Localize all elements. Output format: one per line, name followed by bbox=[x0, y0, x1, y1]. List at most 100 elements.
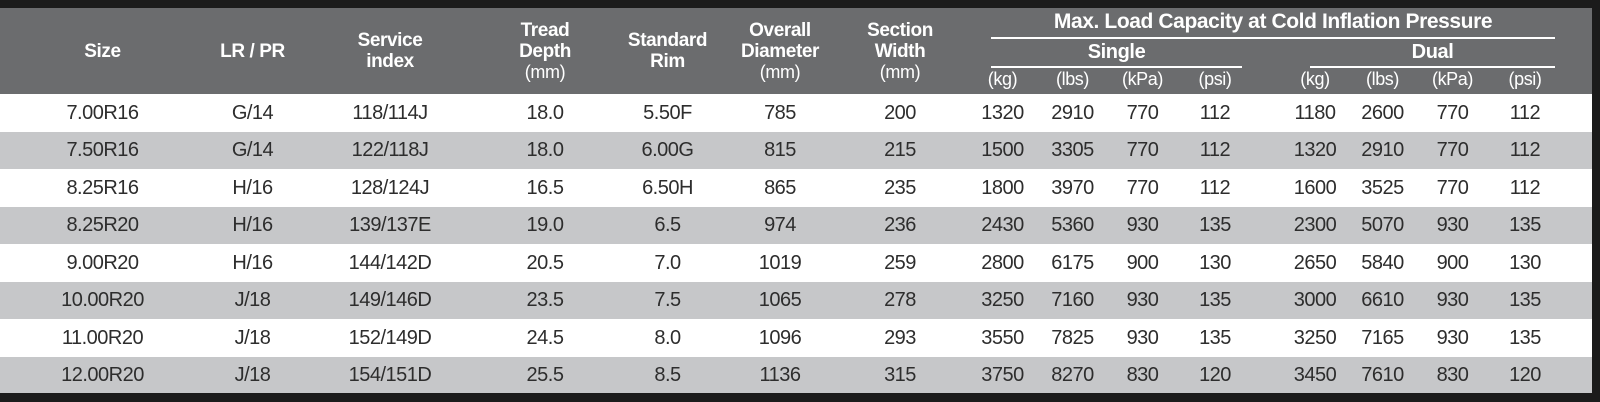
cell: 3305 bbox=[1051, 139, 1094, 162]
header-row-units: (kg) (lbs) (kPa) (psi) (kg) (lbs) (kPa) … bbox=[0, 68, 1600, 94]
cell: 7.50R16 bbox=[66, 139, 139, 162]
cell: 930 bbox=[1126, 214, 1159, 237]
cell: H/16 bbox=[232, 214, 273, 237]
header-line: LR / PR bbox=[220, 40, 285, 62]
cell: 130 bbox=[1199, 251, 1231, 274]
cell: 11.00R20 bbox=[61, 326, 144, 349]
col-header-service-index: Service index bbox=[300, 8, 480, 94]
cell: 770 bbox=[1126, 139, 1159, 162]
cell: 293 bbox=[884, 326, 916, 349]
cell: 785 bbox=[764, 101, 796, 124]
table-row: 7.00R16 G/14 118/114J 18.0 5.50F 785 200 1320 29… bbox=[0, 94, 1600, 132]
cell: 770 bbox=[1436, 139, 1469, 162]
cell: 1136 bbox=[759, 364, 801, 387]
table-row: 8.25R16 H/16 128/124J 16.5 6.50H 865 235 1800 39… bbox=[0, 169, 1600, 207]
col-header-overall-diameter: Overall Diameter (mm) bbox=[725, 8, 835, 94]
cell: 128/124J bbox=[350, 176, 430, 199]
cell: 930 bbox=[1126, 289, 1159, 312]
cell: 6610 bbox=[1361, 289, 1404, 312]
table-row: 9.00R20 H/16 144/142D 20.5 7.0 1019 259 2800 617… bbox=[0, 244, 1600, 282]
cell: 18.0 bbox=[526, 101, 564, 124]
cell: 770 bbox=[1126, 176, 1159, 199]
cell: 152/149D bbox=[348, 326, 432, 349]
cell: 7.00R16 bbox=[66, 101, 139, 124]
cell: 112 bbox=[1509, 101, 1541, 124]
cell: 122/118J bbox=[351, 139, 429, 162]
header-line: Section bbox=[867, 19, 933, 41]
cell: 12.00R20 bbox=[61, 364, 144, 387]
table-row: 7.50R16 G/14 122/118J 18.0 6.00G 815 215 1500 33… bbox=[0, 131, 1600, 170]
header-line: Diameter bbox=[740, 41, 820, 63]
cell: 20.5 bbox=[526, 251, 564, 274]
cell: 770 bbox=[1436, 176, 1469, 199]
cell: 135 bbox=[1509, 214, 1541, 237]
cell: H/16 bbox=[232, 176, 273, 199]
header-row-groups: Size LR / PR Service index Tread Depth (… bbox=[0, 8, 1600, 82]
spacer-cell bbox=[1250, 169, 1280, 207]
cell: 1065 bbox=[758, 289, 802, 312]
cell: G/14 bbox=[231, 139, 274, 162]
cell: 24.5 bbox=[526, 326, 564, 349]
cell: 1320 bbox=[981, 101, 1024, 124]
cell: 120 bbox=[1199, 364, 1231, 387]
header-line: Standard bbox=[627, 29, 708, 51]
table-row: 8.25R20 H/16 139/137E 19.0 6.5 974 236 2430 5360… bbox=[0, 206, 1600, 245]
cell: 770 bbox=[1126, 101, 1159, 124]
cell: 112 bbox=[1509, 176, 1541, 199]
cell: 5070 bbox=[1361, 214, 1404, 237]
cell: 135 bbox=[1199, 326, 1231, 349]
cell: 2910 bbox=[1051, 101, 1094, 124]
header-spacer bbox=[1250, 39, 1280, 68]
cell: 120 bbox=[1509, 364, 1541, 387]
cell: 830 bbox=[1126, 364, 1159, 387]
cell: 112 bbox=[1509, 139, 1541, 162]
spacer-cell bbox=[1250, 207, 1280, 245]
header-unit-line: (mm) bbox=[524, 62, 566, 83]
header-unit-line: (mm) bbox=[879, 62, 921, 83]
cell: 10.00R20 bbox=[61, 289, 144, 312]
spacer-cell bbox=[1250, 94, 1280, 132]
right-border-bar bbox=[1592, 0, 1600, 402]
max-load-group-title: Max. Load Capacity at Cold Inflation Pre… bbox=[991, 10, 1556, 39]
cell: 3970 bbox=[1051, 176, 1094, 199]
cell: 830 bbox=[1436, 364, 1469, 387]
col-header-dual-kg: (kg) bbox=[1300, 69, 1330, 90]
cell: 112 bbox=[1199, 176, 1231, 199]
top-border-bar bbox=[0, 0, 1600, 8]
cell: 1019 bbox=[758, 251, 802, 274]
cell: 118/114J bbox=[352, 101, 428, 124]
cell: J/18 bbox=[234, 364, 271, 387]
cell: 235 bbox=[884, 176, 916, 199]
col-header-single-kpa: (kPa) bbox=[1121, 69, 1163, 90]
header-unit-line: (mm) bbox=[759, 62, 801, 83]
col-header-dual-kpa: (kPa) bbox=[1431, 69, 1473, 90]
cell: 2650 bbox=[1293, 251, 1337, 274]
header-spacer bbox=[1250, 68, 1280, 94]
cell: 6.50H bbox=[642, 176, 693, 199]
col-header-tread-depth: Tread Depth (mm) bbox=[480, 8, 610, 94]
cell: 149/146D bbox=[348, 289, 432, 312]
cell: 259 bbox=[884, 251, 916, 274]
cell: 5360 bbox=[1051, 214, 1094, 237]
spacer-cell bbox=[1250, 282, 1280, 320]
cell: 7160 bbox=[1051, 289, 1094, 312]
header-line: Width bbox=[874, 41, 926, 63]
cell: 1180 bbox=[1294, 101, 1336, 124]
cell: 1600 bbox=[1293, 176, 1337, 199]
cell: 930 bbox=[1436, 214, 1469, 237]
spacer-cell bbox=[1250, 244, 1280, 282]
cell: 2430 bbox=[981, 214, 1024, 237]
col-header-size: Size bbox=[0, 8, 205, 94]
cell: 3250 bbox=[1293, 326, 1337, 349]
cell: 5.50F bbox=[643, 101, 692, 124]
spacer-cell bbox=[1250, 132, 1280, 170]
cell: 7.5 bbox=[654, 289, 681, 312]
header-line: Depth bbox=[519, 41, 571, 63]
bottom-border-bar bbox=[0, 393, 1600, 402]
cell: 1800 bbox=[981, 176, 1024, 199]
cell: G/14 bbox=[231, 101, 274, 124]
cell: 770 bbox=[1436, 101, 1469, 124]
table-header: Size LR / PR Service index Tread Depth (… bbox=[0, 8, 1600, 95]
cell: 8.25R20 bbox=[66, 214, 139, 237]
cell: 25.5 bbox=[526, 364, 564, 387]
